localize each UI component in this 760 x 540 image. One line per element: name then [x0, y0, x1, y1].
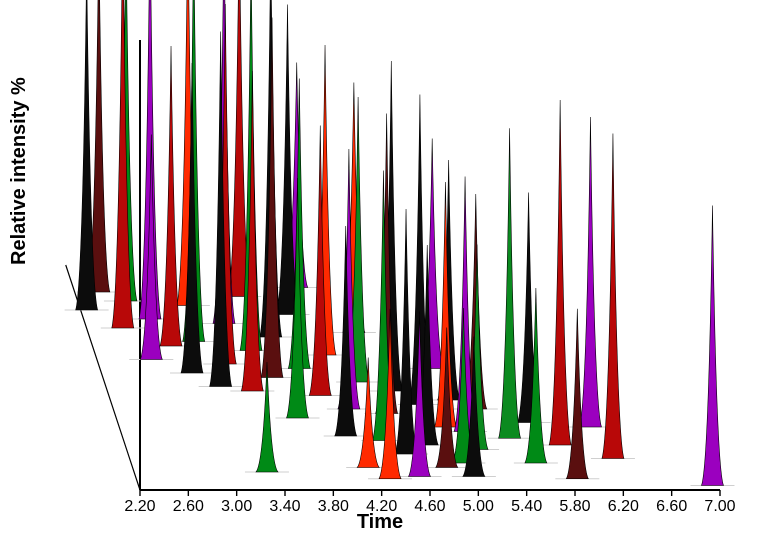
x-tick: 4.20: [366, 498, 397, 516]
x-tick: 2.20: [124, 498, 155, 516]
chart-canvas: [0, 0, 760, 540]
x-tick: 3.80: [318, 498, 349, 516]
x-tick: 3.40: [269, 498, 300, 516]
x-tick: 5.40: [511, 498, 542, 516]
x-tick: 6.20: [608, 498, 639, 516]
x-tick: 5.80: [559, 498, 590, 516]
x-tick: 6.60: [656, 498, 687, 516]
x-tick: 2.60: [173, 498, 204, 516]
x-tick: 5.00: [463, 498, 494, 516]
y-axis-label: Relative intensity %: [8, 77, 31, 265]
chromatogram-3d-chart: Relative intensity % Time 2.202.603.003.…: [0, 0, 760, 540]
x-tick: 3.00: [221, 498, 252, 516]
x-tick: 7.00: [704, 498, 735, 516]
x-tick: 4.60: [414, 498, 445, 516]
